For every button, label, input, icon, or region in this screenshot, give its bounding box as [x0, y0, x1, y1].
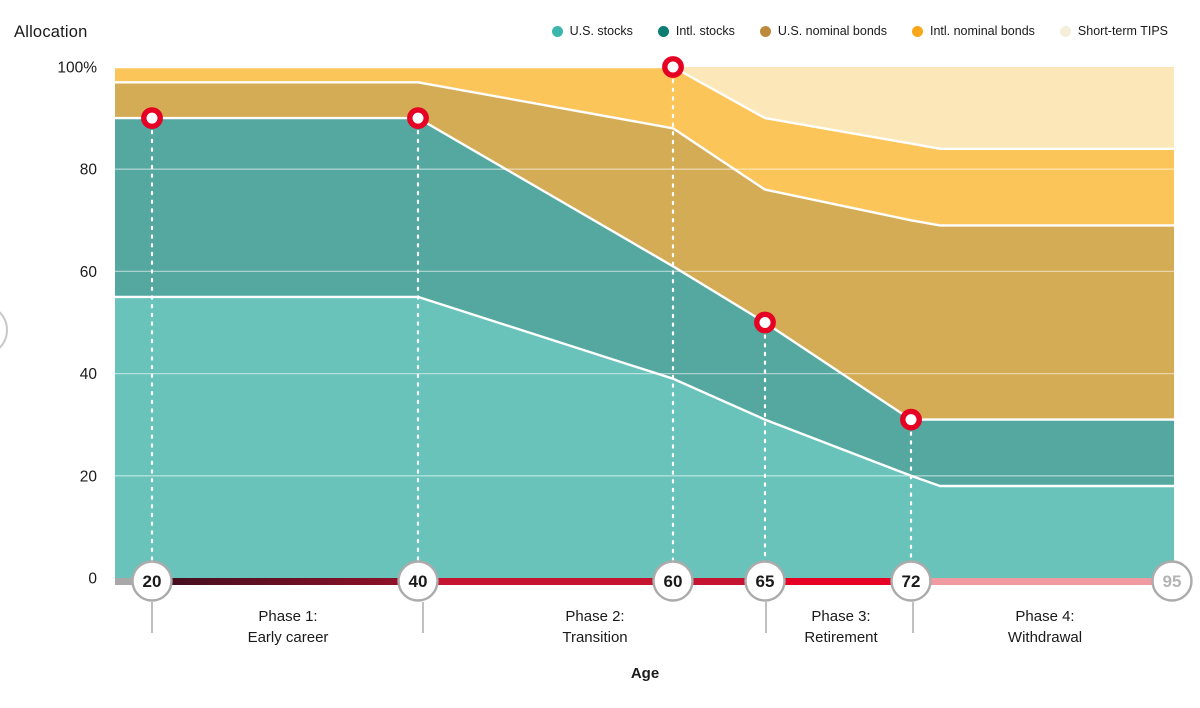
y-tick-label: 0: [88, 571, 97, 588]
phase-name: Early career: [247, 629, 329, 646]
y-tick-label: 20: [80, 468, 98, 485]
phase-name: Transition: [562, 629, 628, 646]
age-badge-72: [890, 560, 932, 602]
legend-label: U.S. nominal bonds: [777, 24, 887, 38]
age-badge-40: [397, 560, 439, 602]
band-boundary-line: [115, 116, 1174, 421]
intl-stocks-legend-dot-icon: [657, 25, 669, 37]
phase-label-2: Phase 2: Transition: [562, 606, 627, 648]
legend-item-us-stocks: U.S. stocks: [551, 24, 633, 38]
phase-label-1: Phase 1: Early career: [248, 606, 329, 648]
area-intl-stocks: [115, 118, 1174, 486]
area-us-nominal-bonds: [115, 82, 1174, 420]
milestone-marker-age-40[interactable]: [407, 107, 429, 130]
legend-label: U.S. stocks: [569, 24, 633, 38]
y-tick-label: 40: [80, 366, 98, 383]
legend-item-us-nominal-bonds: U.S. nominal bonds: [759, 24, 887, 38]
y-tick-label: 80: [80, 162, 98, 179]
phase-number: Phase 2:: [565, 608, 625, 625]
axis-bar-segment-5: [911, 578, 1174, 585]
y-tick-label: 60: [80, 264, 98, 281]
us-stocks-legend-dot-icon: [551, 25, 563, 37]
milestone-marker-age-60[interactable]: [662, 56, 684, 78]
milestone-marker-age-72[interactable]: [900, 408, 922, 431]
age-badge-label-95: 95: [1163, 572, 1182, 591]
phase-number: Phase 1:: [258, 608, 318, 625]
age-badge-60: [652, 560, 694, 602]
age-badge-label-40: 40: [409, 572, 428, 591]
axis-bar-segment-2: [152, 578, 418, 585]
legend-label: Intl. nominal bonds: [929, 24, 1035, 38]
milestone-marker-age-65[interactable]: [754, 311, 776, 334]
phase-number: Phase 4:: [1015, 608, 1075, 625]
legend-item-intl-stocks: Intl. stocks: [657, 24, 735, 38]
phase-name: Retirement: [804, 629, 878, 646]
age-badge-65: [744, 560, 786, 602]
area-short-term-tips: [115, 67, 1174, 149]
area-intl-nominal-bonds: [115, 67, 1174, 226]
axis-bar-segment-4: [765, 578, 911, 585]
legend-label: Intl. stocks: [675, 24, 735, 38]
legend-label: Short-term TIPS: [1077, 24, 1168, 38]
x-axis-title: Age: [630, 665, 660, 682]
age-badge-label-60: 60: [664, 572, 683, 591]
y-tick-label: 100%: [57, 60, 97, 77]
legend: U.S. stocks Intl. stocks U.S. nominal bond…: [551, 24, 1168, 38]
band-boundary-line: [115, 81, 1174, 227]
milestone-marker-age-20[interactable]: [141, 107, 163, 130]
chart-title: Allocation: [14, 23, 88, 41]
intl-nominal-bonds-legend-dot-icon: [911, 25, 923, 37]
us-nominal-bonds-legend-dot-icon: [759, 25, 771, 37]
age-badge-20: [131, 560, 173, 602]
band-boundary-line: [115, 65, 1174, 151]
band-boundary-line: [115, 295, 1174, 488]
age-badge-95: [1151, 560, 1193, 602]
phase-number: Phase 3:: [811, 608, 871, 625]
age-badge-label-20: 20: [143, 572, 162, 591]
legend-item-short-term-tips: Short-term TIPS: [1059, 24, 1168, 38]
short-term-tips-legend-dot-icon: [1059, 25, 1071, 37]
age-badge-label-72: 72: [902, 572, 921, 591]
legend-item-intl-nominal-bonds: Intl. nominal bonds: [911, 24, 1035, 38]
phase-label-4: Phase 4: Withdrawal: [1008, 606, 1082, 648]
area-us-stocks: [115, 296, 1174, 578]
phase-name: Withdrawal: [1007, 629, 1083, 646]
axis-bar-segment-3: [418, 578, 765, 585]
phase-label-3: Phase 3: Retirement: [804, 606, 877, 648]
age-badge-label-65: 65: [756, 572, 775, 591]
